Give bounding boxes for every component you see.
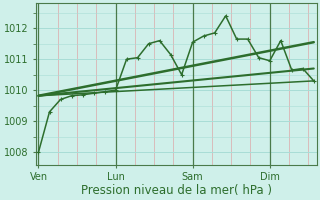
X-axis label: Pression niveau de la mer( hPa ): Pression niveau de la mer( hPa ) (81, 184, 272, 197)
